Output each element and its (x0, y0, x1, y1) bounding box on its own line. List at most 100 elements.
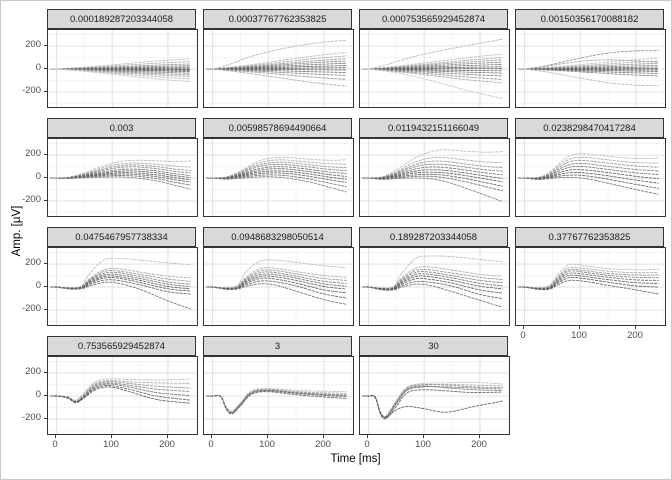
y-tick-mark (44, 286, 47, 287)
x-tick-mark (323, 435, 324, 438)
facet-panel (359, 356, 510, 435)
y-tick-mark (44, 177, 47, 178)
erp-trace (518, 268, 659, 289)
y-tick-mark (44, 68, 47, 69)
facet-strip-label: 3 (203, 336, 352, 356)
x-tick-mark (267, 435, 268, 438)
facet-strip-label: 0.189287203344058 (359, 227, 508, 247)
facet-panel (359, 247, 510, 326)
y-tick-mark (44, 263, 47, 264)
facet-strip-label: 0.00037767762353825 (203, 9, 352, 29)
erp-trace (362, 68, 503, 99)
y-tick-label: -200 (21, 85, 41, 96)
x-tick-label: 200 (627, 330, 643, 341)
y-tick-label: 200 (25, 257, 41, 268)
erp-trace (362, 268, 503, 290)
erp-trace (50, 68, 191, 83)
x-tick-label: 100 (259, 439, 275, 450)
x-tick-mark (423, 435, 424, 438)
y-tick-label: 0 (35, 171, 41, 182)
y-tick-mark (44, 395, 47, 396)
x-tick-mark (479, 435, 480, 438)
erp-trace (518, 59, 659, 70)
erp-trace (362, 389, 503, 420)
facet-strip-label: 0.00150356170088182 (515, 9, 664, 29)
x-tick-label: 100 (415, 439, 431, 450)
y-tick-mark (44, 309, 47, 310)
x-tick-label: 200 (471, 439, 487, 450)
erp-trace (362, 177, 503, 203)
facet-strip-label: 0.0119432151166049 (359, 118, 508, 138)
x-tick-label: 100 (571, 330, 587, 341)
y-tick-label: -200 (21, 412, 41, 423)
facet-strip-label: 0.000189287203344058 (47, 9, 196, 29)
erp-trace (362, 38, 503, 70)
facet-panel (47, 138, 198, 217)
facet-panel (203, 138, 354, 217)
facet-strip-label: 0.0948683298050514 (203, 227, 352, 247)
facet-strip-label: 0.0238298470417284 (515, 118, 664, 138)
facet-panel (515, 138, 666, 217)
x-tick-mark (523, 326, 524, 329)
facet-panel (203, 29, 354, 108)
erp-trace (50, 385, 191, 403)
facet-panel (515, 29, 666, 108)
x-tick-mark (55, 435, 56, 438)
facet-strip-label: 0.003 (47, 118, 196, 138)
facet-strip-label: 0.753565929452874 (47, 336, 196, 356)
facet-panel (47, 356, 198, 435)
y-tick-mark (44, 200, 47, 201)
erp-trace (50, 386, 191, 404)
y-tick-label: -200 (21, 194, 41, 205)
erp-trace (206, 51, 347, 70)
y-tick-label: 200 (25, 148, 41, 159)
y-tick-label: 0 (35, 389, 41, 400)
y-tick-mark (44, 418, 47, 419)
y-tick-label: -200 (21, 303, 41, 314)
x-tick-mark (635, 326, 636, 329)
x-tick-label: 0 (364, 439, 370, 450)
x-tick-mark (167, 435, 168, 438)
y-tick-mark (44, 154, 47, 155)
y-tick-label: 200 (25, 39, 41, 50)
erp-trace (206, 68, 347, 87)
facet-panel (515, 247, 666, 326)
y-tick-mark (44, 372, 47, 373)
erp-trace (362, 383, 503, 418)
y-tick-label: 0 (35, 280, 41, 291)
y-axis-title: Amp. [µV] (11, 205, 23, 257)
x-tick-label: 0 (520, 330, 526, 341)
x-tick-label: 200 (159, 439, 175, 450)
erp-trace (362, 156, 503, 179)
erp-trace (518, 68, 659, 87)
erp-trace (518, 176, 659, 195)
y-tick-label: 0 (35, 62, 41, 73)
erp-trace (50, 378, 191, 401)
x-tick-mark (579, 326, 580, 329)
erp-trace (362, 271, 503, 290)
erp-trace (50, 381, 191, 403)
erp-trace (50, 383, 191, 403)
x-tick-label: 0 (52, 439, 58, 450)
facet-panel (359, 138, 510, 217)
facet-strip-label: 0.0475467957738334 (47, 227, 196, 247)
facet-panel (203, 356, 354, 435)
x-tick-label: 100 (103, 439, 119, 450)
facet-panel (47, 29, 198, 108)
facet-strip-label: 0.00598578694490664 (203, 118, 352, 138)
x-tick-label: 0 (208, 439, 214, 450)
erp-trace (362, 395, 503, 418)
erp-trace (50, 176, 191, 190)
y-tick-mark (44, 91, 47, 92)
x-tick-label: 200 (315, 439, 331, 450)
erp-trace (362, 386, 503, 419)
erp-trace (518, 279, 659, 295)
facet-strip-label: 0.37767762353825 (515, 227, 664, 247)
erp-trace (206, 277, 347, 294)
erp-trace (50, 281, 191, 310)
y-tick-label: 200 (25, 366, 41, 377)
erp-trace (206, 176, 347, 193)
facet-panel (203, 247, 354, 326)
erp-trace (50, 380, 191, 402)
